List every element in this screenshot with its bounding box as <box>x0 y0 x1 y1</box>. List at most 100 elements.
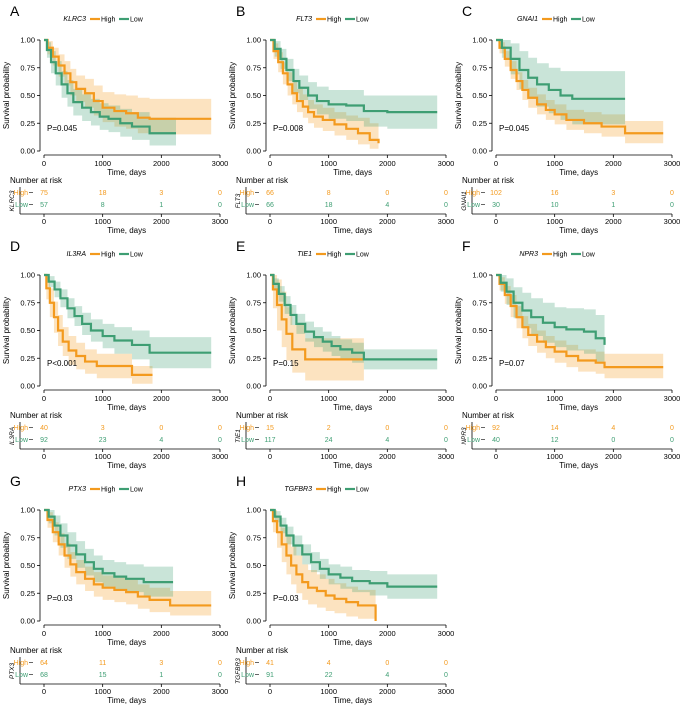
y-tick-label: 1.00 <box>20 271 35 280</box>
risk-x-axis-label: Time, days <box>107 226 146 235</box>
risk-x-tick-label: 3000 <box>212 452 229 461</box>
risk-count: 4 <box>611 425 615 432</box>
survival-curve-low <box>44 508 174 584</box>
risk-x-tick-label: 1000 <box>320 687 337 696</box>
risk-count: 0 <box>218 672 222 679</box>
legend-high-label: High <box>327 252 342 259</box>
risk-x-tick-label: 0 <box>268 217 272 226</box>
survival-curve-low <box>44 38 176 135</box>
risk-x-axis-label: Time, days <box>333 226 372 235</box>
risk-x-tick-label: 2000 <box>379 217 396 226</box>
y-tick-label: 1.00 <box>246 506 261 515</box>
legend-gene-label: IL3RA <box>67 251 87 258</box>
risk-count: 4 <box>159 437 163 444</box>
x-tick-label: 2000 <box>605 159 622 168</box>
ci-band-high <box>44 40 212 135</box>
y-tick-label: 0.75 <box>20 298 35 307</box>
risk-count: 8 <box>327 190 331 197</box>
risk-x-axis-label: Time, days <box>107 696 146 705</box>
risk-x-tick-label: 0 <box>268 452 272 461</box>
survival-curve-low <box>270 273 438 361</box>
risk-x-tick-label: 1000 <box>546 452 563 461</box>
risk-count: 75 <box>40 190 48 197</box>
legend-gene-label: FLT3 <box>296 16 312 23</box>
survival-curve-high <box>270 38 380 144</box>
risk-row-label-low: Low <box>467 202 481 209</box>
survival-curve-high <box>44 273 153 376</box>
risk-count: 15 <box>266 425 274 432</box>
p-value: P=0.045 <box>47 124 78 133</box>
x-axis-label: Time, days <box>107 168 146 177</box>
x-tick-label: 3000 <box>212 629 229 638</box>
risk-count: 3 <box>159 660 163 667</box>
x-tick-label: 2000 <box>379 159 396 168</box>
legend-low-label: Low <box>582 252 596 259</box>
risk-count: 3 <box>159 190 163 197</box>
risk-count: 15 <box>99 672 107 679</box>
ci-band-low <box>44 275 212 369</box>
y-tick-label: 1.00 <box>472 271 487 280</box>
legend-high-label: High <box>553 17 568 24</box>
y-axis-label: Survival probability <box>228 297 237 364</box>
x-tick-label: 1000 <box>94 629 111 638</box>
x-tick-label: 1000 <box>546 159 563 168</box>
risk-x-tick-label: 2000 <box>379 452 396 461</box>
risk-count: 0 <box>444 425 448 432</box>
risk-x-tick-label: 2000 <box>605 217 622 226</box>
risk-count: 0 <box>218 660 222 667</box>
risk-count: 0 <box>385 660 389 667</box>
y-tick-label: 0.75 <box>472 63 487 72</box>
legend-gene-label: NPR3 <box>519 251 538 258</box>
panel-letter: F <box>462 238 471 254</box>
risk-count: 4 <box>385 672 389 679</box>
x-tick-label: 1000 <box>546 394 563 403</box>
p-value: P<0.001 <box>47 359 78 368</box>
x-tick-label: 0 <box>268 629 272 638</box>
ci-band-low <box>496 40 626 125</box>
risk-table-title: Number at risk <box>10 411 63 420</box>
risk-x-axis-label: Time, days <box>107 461 146 470</box>
ci-band-low <box>44 40 176 146</box>
risk-x-axis-label: Time, days <box>559 461 598 470</box>
x-axis-label: Time, days <box>333 168 372 177</box>
ci-band-high <box>44 510 212 616</box>
risk-x-tick-label: 0 <box>268 687 272 696</box>
panel-letter: A <box>10 3 20 19</box>
risk-row-label-low: Low <box>241 672 255 679</box>
survival-curve-high <box>496 38 664 135</box>
x-tick-label: 3000 <box>212 159 229 168</box>
y-tick-label: 0.75 <box>20 533 35 542</box>
risk-x-tick-label: 0 <box>42 217 46 226</box>
risk-count: 4 <box>327 660 331 667</box>
legend-low-label: Low <box>130 17 144 24</box>
risk-count: 0 <box>159 425 163 432</box>
p-value: P=0.045 <box>499 124 530 133</box>
y-tick-label: 0.25 <box>472 119 487 128</box>
risk-count: 16 <box>551 190 559 197</box>
y-tick-label: 1.00 <box>472 36 487 45</box>
y-tick-label: 0.50 <box>472 91 487 100</box>
risk-x-tick-label: 1000 <box>94 217 111 226</box>
risk-table-axis-label: FLT3 <box>235 193 242 208</box>
p-value: P=0.07 <box>499 359 525 368</box>
risk-row-label-high: High <box>466 425 481 432</box>
risk-x-tick-label: 0 <box>494 452 498 461</box>
y-tick-label: 0.25 <box>246 354 261 363</box>
panel-letter: E <box>236 238 245 254</box>
risk-count: 18 <box>325 202 333 209</box>
risk-table-title: Number at risk <box>10 646 63 655</box>
risk-count: 14 <box>551 425 559 432</box>
risk-count: 0 <box>385 190 389 197</box>
y-tick-label: 0.00 <box>472 147 487 156</box>
risk-x-tick-label: 3000 <box>664 452 681 461</box>
risk-table-title: Number at risk <box>10 176 63 185</box>
panel-letter: G <box>10 473 21 489</box>
legend-low-label: Low <box>356 252 370 259</box>
y-tick-label: 0.50 <box>20 561 35 570</box>
y-axis-label: Survival probability <box>2 532 11 599</box>
risk-row-label-high: High <box>14 660 29 667</box>
